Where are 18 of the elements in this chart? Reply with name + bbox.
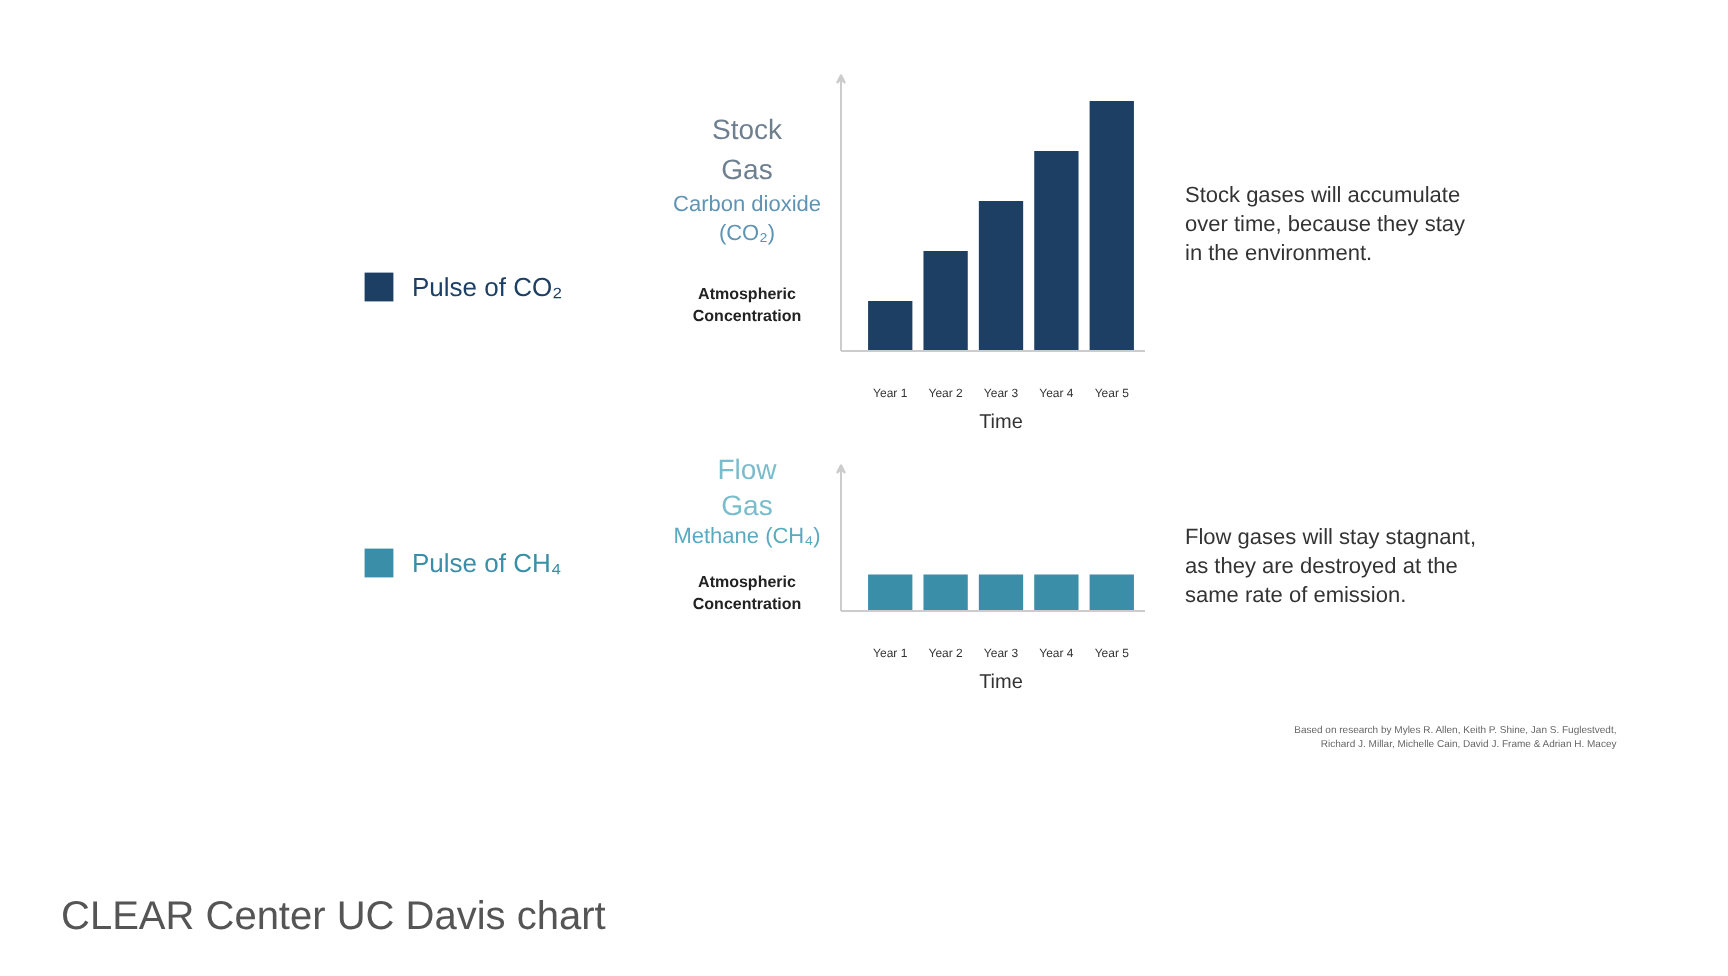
text: Flow gases will stay stagnant, as they are destroyed at the same rate of emission. — [1185, 526, 1477, 608]
bar — [868, 301, 913, 351]
legend-label: Pulse of CO₂ — [412, 271, 563, 301]
y-axis-title: Atmospheric Concentration — [692, 285, 802, 325]
x-axis-title: Time — [979, 672, 1024, 694]
text: Carbon dioxide (CO₂) — [673, 193, 822, 246]
bar — [923, 251, 968, 351]
legend-label: Pulse of CH₄ — [412, 547, 562, 577]
text: CLEAR Center UC Davis chart — [61, 895, 607, 939]
x-axis-title: Time — [979, 412, 1024, 434]
text: Stock gases will accumulate over time, because they stay in the environment. — [1185, 184, 1467, 266]
chart-title: Flow Gas — [717, 453, 779, 521]
chart-subtitle: Methane (CH₄) — [673, 525, 821, 549]
bar — [1034, 151, 1079, 351]
text: Stock Gas — [711, 113, 785, 185]
bar — [978, 201, 1024, 351]
bar — [1089, 101, 1134, 351]
y-axis-title: Atmospheric Concentration — [692, 573, 802, 613]
